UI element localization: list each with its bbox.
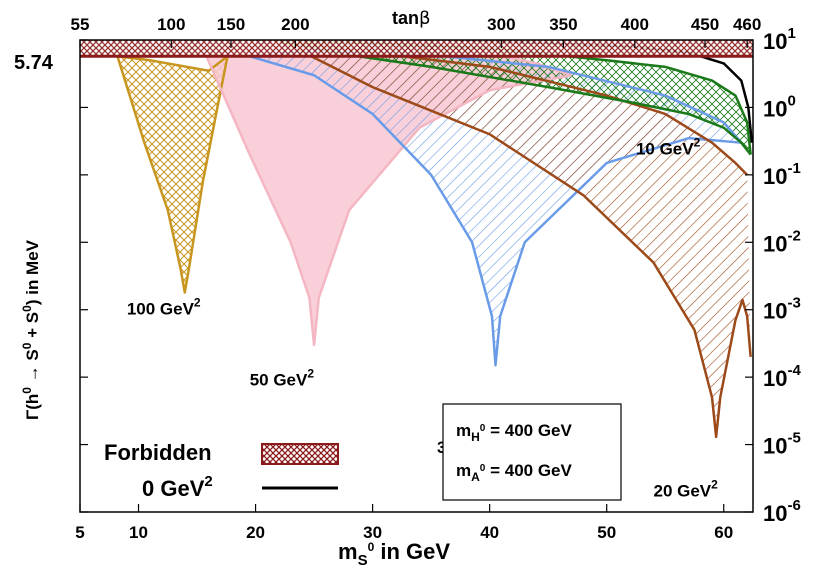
forbidden-band-fill bbox=[80, 40, 753, 57]
legend-label-zero: 0 GeV2 bbox=[142, 473, 213, 501]
info-box-line1: mH0 = 400 GeV bbox=[456, 421, 572, 444]
y-tick-label: 10-4 bbox=[763, 362, 801, 391]
curve-50-gev-lower bbox=[205, 55, 572, 347]
legend-label-forbidden: Forbidden bbox=[104, 440, 212, 465]
region-100-gev bbox=[117, 56, 228, 293]
y-tick-label: 10-1 bbox=[763, 160, 801, 189]
top-axis-title: tanβ bbox=[392, 8, 431, 29]
annotation-100-gev: 100 GeV2 bbox=[127, 295, 201, 318]
top-tick-label: 150 bbox=[217, 15, 245, 34]
curve-20-gev-lower bbox=[278, 40, 752, 439]
x-tick-label: 5 bbox=[75, 523, 84, 542]
region-10-gev bbox=[273, 40, 751, 155]
top-axis-ticks: 55 100 150 200 300 350 400 450 460 bbox=[71, 15, 761, 48]
region-50-gev bbox=[206, 40, 572, 345]
y-tick-label: 101 bbox=[763, 25, 796, 54]
annotation-50-gev: 50 GeV2 bbox=[250, 367, 315, 390]
x-tick-label: 60 bbox=[714, 523, 733, 542]
top-tick-label: 100 bbox=[157, 15, 185, 34]
legend-swatch-forbidden bbox=[261, 443, 339, 465]
curve-30-gev-lower bbox=[249, 55, 742, 367]
curve-100-gev-lower bbox=[116, 55, 229, 294]
top-tick-label: 450 bbox=[691, 15, 719, 34]
plot-frame bbox=[79, 39, 754, 513]
y-tick-label: 10-5 bbox=[763, 430, 801, 459]
region-20-gev bbox=[278, 40, 751, 437]
curve-10-gev-lower bbox=[272, 40, 752, 156]
curve-100-gev-upper bbox=[117, 55, 229, 72]
top-tick-label: 55 bbox=[71, 15, 90, 34]
top-tick-label: 200 bbox=[281, 15, 309, 34]
x-axis-ticks: 5 10 20 30 40 50 60 bbox=[75, 504, 733, 542]
y-tick-label: 10-2 bbox=[763, 227, 801, 256]
x-tick-label: 20 bbox=[246, 523, 265, 542]
x-axis-title: mS0 in GeV bbox=[338, 539, 450, 569]
y-axis-ticks-right: 101 100 10-1 10-2 10-3 10-4 10-5 10-6 bbox=[80, 25, 801, 526]
annotation-20-gev: 20 GeV2 bbox=[654, 477, 719, 500]
x-tick-label: 10 bbox=[129, 523, 148, 542]
y-tick-label: 10-6 bbox=[763, 497, 801, 526]
top-tick-label: 300 bbox=[487, 15, 515, 34]
forbidden-band bbox=[80, 40, 753, 58]
info-box: mH0 = 400 GeV mA0 = 400 GeV bbox=[442, 403, 622, 501]
x-tick-label: 40 bbox=[480, 523, 499, 542]
y-tick-label: 10-3 bbox=[763, 295, 801, 324]
y-ceiling-label: 5.74 bbox=[14, 52, 54, 74]
filled-regions bbox=[117, 40, 751, 437]
info-box-frame bbox=[442, 403, 622, 501]
legend: Forbidden 0 GeV2 bbox=[104, 440, 339, 501]
y-tick-label: 100 bbox=[763, 92, 796, 121]
info-box-line2: mA0 = 400 GeV bbox=[456, 461, 572, 484]
top-tick-label: 350 bbox=[549, 15, 577, 34]
top-tick-label: 460 bbox=[733, 15, 761, 34]
x-tick-label: 50 bbox=[597, 523, 616, 542]
top-tick-label: 400 bbox=[621, 15, 649, 34]
annotation-10-gev: 10 GeV2 bbox=[636, 136, 701, 159]
x-tick-label: 30 bbox=[363, 523, 382, 542]
y-axis-title: Γ(h0 → S0 + S0) in MeV bbox=[20, 239, 42, 420]
